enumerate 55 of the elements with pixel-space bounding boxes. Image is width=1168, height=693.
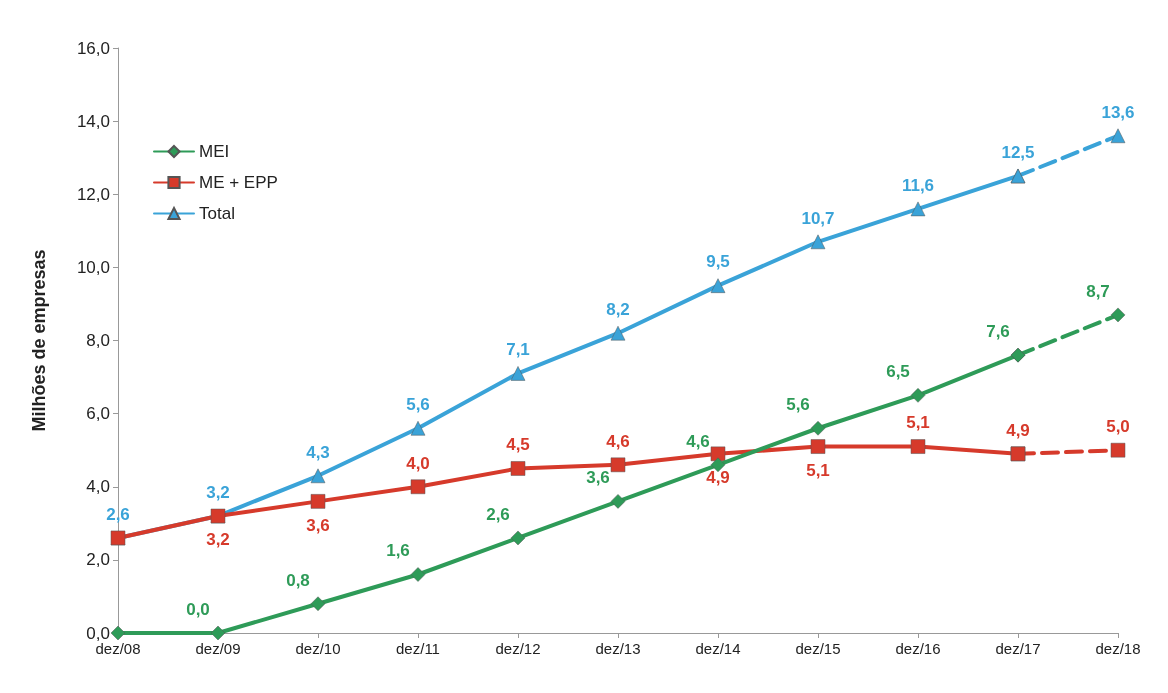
data-label: 12,5 [1001,142,1035,162]
x-tick-label: dez/15 [795,640,841,657]
data-label: 2,6 [106,504,130,524]
y-tick-label: 16,0 [76,38,110,58]
data-label: 5,0 [1106,416,1130,436]
data-label: 8,2 [606,299,630,319]
data-label: 3,2 [206,482,230,502]
legend-label: Total [199,204,235,223]
x-tick-label: dez/13 [595,640,641,657]
data-label: 4,5 [506,435,530,455]
x-tick-label: dez/18 [1095,640,1141,657]
data-label: 6,5 [886,362,910,382]
data-label: 4,3 [306,442,330,462]
data-label: 1,6 [386,541,410,561]
data-label: 3,2 [206,530,230,550]
y-tick-label: 4,0 [86,477,110,497]
x-tick-label: dez/17 [995,640,1041,657]
data-label: 4,0 [406,453,430,473]
data-label: 8,7 [1086,281,1110,301]
data-label: 3,6 [586,468,610,488]
data-label: 10,7 [801,208,835,228]
data-label: 7,6 [986,321,1010,341]
x-tick-label: dez/16 [895,640,941,657]
x-tick-label: dez/10 [295,640,341,657]
data-label: 7,1 [506,340,530,360]
legend-label: ME + EPP [199,173,278,192]
data-label: 5,6 [786,395,810,414]
y-tick-label: 14,0 [76,111,110,131]
data-label: 3,6 [306,515,330,535]
data-label: 0,8 [286,570,310,590]
y-tick-label: 6,0 [86,404,110,424]
x-tick-label: dez/12 [495,640,541,657]
data-label: 11,6 [901,175,935,195]
data-label: 4,6 [606,431,630,451]
x-tick-label: dez/08 [95,640,141,657]
data-label: 4,9 [1006,420,1030,440]
data-label: 4,9 [706,468,730,488]
x-tick-label: dez/09 [195,640,241,657]
y-tick-label: 10,0 [76,257,110,277]
data-label: 0,0 [186,599,210,619]
data-label: 2,6 [486,504,510,524]
data-label: 5,1 [906,413,930,433]
y-axis-title: Milhões de empresas [29,249,49,432]
y-tick-label: 2,0 [86,550,110,570]
data-label: 4,6 [686,431,710,451]
data-label: 9,5 [706,252,730,272]
legend-label: MEI [199,142,230,161]
x-tick-label: dez/11 [396,640,440,657]
x-tick-label: dez/14 [695,640,741,657]
y-tick-label: 8,0 [86,331,110,350]
data-label: 13,6 [1101,102,1135,122]
y-tick-label: 0,0 [86,623,110,643]
y-tick-label: 12,0 [76,184,110,204]
data-label: 5,1 [806,460,830,480]
data-label: 5,6 [406,395,430,414]
